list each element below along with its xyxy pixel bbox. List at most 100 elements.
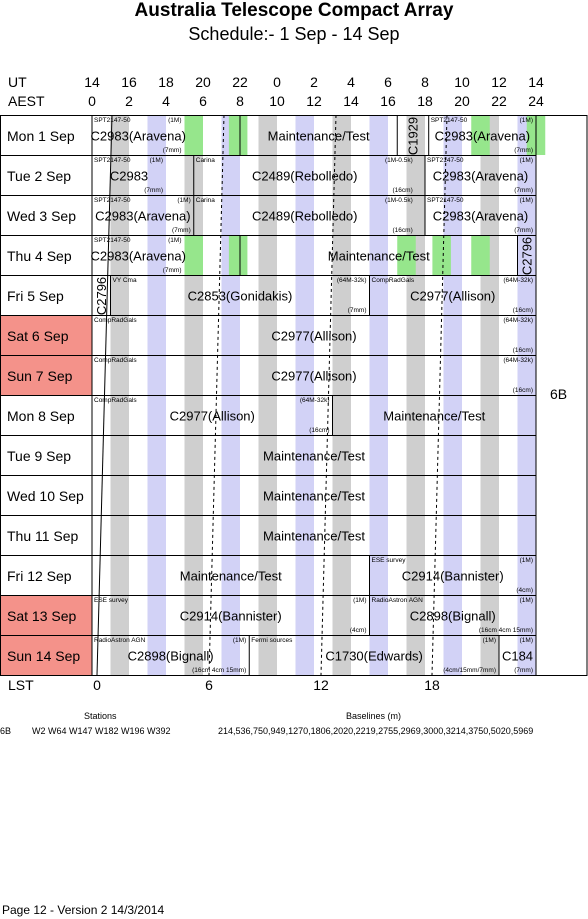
- schedule-block[interactable]: C2489(Rebolledo) Carina (1M-0.5k) (16cm): [193, 155, 413, 195]
- schedule-block[interactable]: C2898(Bignall) RadioAstron AGN (1M) (16cm 4…: [91, 635, 246, 675]
- stripe: [147, 356, 166, 395]
- schedule-block[interactable]: C2983(Aravena) SPT2147-50 (1M) (7mm): [424, 195, 533, 235]
- schedule-block[interactable]: Maintenance/Test: [239, 235, 430, 275]
- stripe: [295, 236, 314, 275]
- stripe: [369, 556, 388, 595]
- page-subtitle: Schedule:- 1 Sep - 14 Sep: [188, 24, 400, 44]
- schedule-block[interactable]: C1929: [396, 115, 420, 155]
- schedule-block[interactable]: C2796: [91, 275, 109, 315]
- stripe: [369, 516, 388, 555]
- schedule-block[interactable]: Maintenance/Test: [91, 435, 365, 475]
- day-label-cell: [0, 315, 93, 356]
- stripe: [147, 396, 166, 435]
- schedule-block[interactable]: C2983(Aravena) SPT2147-50 (1M) (7mm): [428, 115, 533, 155]
- stripe: [517, 276, 536, 315]
- stripe: [369, 236, 388, 275]
- stripe: [221, 396, 240, 435]
- schedule-block[interactable]: C2914(Bannister) ESE survey (1M) (4cm): [91, 595, 367, 635]
- schedule-block[interactable]: Maintenance/Test: [91, 515, 365, 555]
- stripe: [443, 116, 462, 155]
- aest-tick: 4: [162, 93, 170, 109]
- schedule-block[interactable]: C2977(Allison) CompRadGals (64M-32k) (16cm): [369, 275, 534, 315]
- block-source: SPT2147-50: [94, 117, 131, 124]
- block-mode: (1M-0.5k): [385, 157, 413, 164]
- schedule-block[interactable]: Maintenance/Test: [332, 395, 486, 435]
- stripe: [443, 516, 462, 555]
- stripe: [517, 316, 536, 355]
- block-source: SPT2147-50: [94, 197, 131, 204]
- schedule-block[interactable]: Maintenance/Test: [239, 115, 370, 155]
- block-band: (7mm): [514, 227, 533, 234]
- stripe: [369, 156, 388, 195]
- block-label: C2914(Bannister): [180, 609, 282, 624]
- block-label: C2489(Rebolledo): [252, 209, 358, 224]
- stripe: [147, 476, 166, 515]
- stripe: [332, 516, 351, 555]
- schedule-block[interactable]: C2796: [517, 235, 535, 275]
- schedule-block[interactable]: C2898(Bignall) RadioAstron AGN (1M) (16cm 4…: [369, 595, 534, 635]
- stripe: [184, 316, 203, 355]
- block-band: (7mm): [172, 227, 191, 234]
- stripe: [406, 356, 425, 395]
- stations-list: W2 W64 W147 W182 W196 W392: [32, 726, 171, 736]
- stripe: [258, 276, 277, 315]
- lst-tick: 6: [205, 677, 213, 693]
- schedule-block[interactable]: C2853(Gonidakis) VY Cma (64M-32k) (7mm): [110, 275, 367, 315]
- aest-tick: 14: [343, 93, 359, 109]
- schedule-block[interactable]: C2983 SPT2147-50 (1M) (7mm): [91, 155, 163, 195]
- stripe-layer: [110, 116, 546, 675]
- stripe: [147, 236, 166, 275]
- block-mode: (1M): [168, 117, 181, 124]
- stripe: [184, 356, 203, 395]
- stripe: [480, 396, 499, 435]
- stripe: [110, 236, 129, 275]
- stripe: [295, 516, 314, 555]
- green-marker: [184, 116, 203, 155]
- block-source: CompRadGals: [94, 357, 137, 364]
- block-band: (7mm): [144, 187, 163, 194]
- block-label: Maintenance/Test: [263, 449, 365, 464]
- day-label: Mon 8 Sep: [7, 408, 75, 424]
- green-marker: [471, 236, 490, 275]
- block-label: Maintenance/Test: [180, 569, 282, 584]
- schedule-block[interactable]: C2977(Allison) CompRadGals (64M-32k) (16cm): [91, 355, 533, 395]
- stripe: [110, 436, 129, 475]
- schedule-block[interactable]: C2914(Bannister) ESE survey (1M) (4cm): [369, 555, 534, 595]
- stripe: [332, 156, 351, 195]
- schedule-block[interactable]: C2983(Aravena) SPT2147-50 (1M) (7mm): [91, 235, 186, 275]
- stripe: [443, 436, 462, 475]
- stripe: [221, 196, 240, 235]
- schedule-block[interactable]: C2977(Allison) CompRadGals (64M-32k) (16cm): [91, 315, 533, 355]
- stripe: [110, 476, 129, 515]
- stripe: [443, 596, 462, 635]
- aest-tick: 24: [528, 93, 544, 109]
- stripe: [110, 596, 129, 635]
- schedule-block[interactable]: C2983(Aravena) SPT2147-50 (1M) (7mm): [91, 195, 191, 235]
- stripe: [406, 556, 425, 595]
- stripe: [221, 556, 240, 595]
- block-mode: (1M): [520, 597, 533, 604]
- stripe: [406, 156, 425, 195]
- lst-line: [96, 115, 113, 676]
- block-label: C1929: [405, 117, 420, 155]
- schedule-block[interactable]: C2983(Aravena) SPT2147-50 (1M) (7mm): [91, 115, 186, 155]
- schedule-block[interactable]: C2977(Allison) CompRadGals (64M-32k) (16cm): [91, 395, 330, 435]
- green-marker: [397, 236, 416, 275]
- stripe: [258, 476, 277, 515]
- stripe: [258, 156, 277, 195]
- block-label: C2898(Bignall): [128, 649, 214, 664]
- stripe: [258, 636, 277, 675]
- schedule-block[interactable]: Maintenance/Test: [91, 555, 282, 595]
- block-source: SPT2147-50: [431, 117, 468, 124]
- block-label: C184: [502, 649, 533, 664]
- schedule-block[interactable]: Maintenance/Test: [91, 475, 365, 515]
- schedule-block[interactable]: C2489(Rebolledo) Carina (1M-0.5k) (16cm): [193, 195, 413, 235]
- stripe: [480, 476, 499, 515]
- stripe: [110, 156, 129, 195]
- schedule-block[interactable]: C1730(Edwards) Fermi sources (1M) (4cm/15mm…: [248, 635, 496, 675]
- stripe: [369, 596, 388, 635]
- schedule-block[interactable]: C2983(Aravena) SPT2147-50 (1M) (7mm): [424, 155, 533, 195]
- aest-tick: 6: [199, 93, 207, 109]
- schedule-block[interactable]: C184 (1M) (7mm): [498, 635, 533, 675]
- stripe: [443, 636, 462, 675]
